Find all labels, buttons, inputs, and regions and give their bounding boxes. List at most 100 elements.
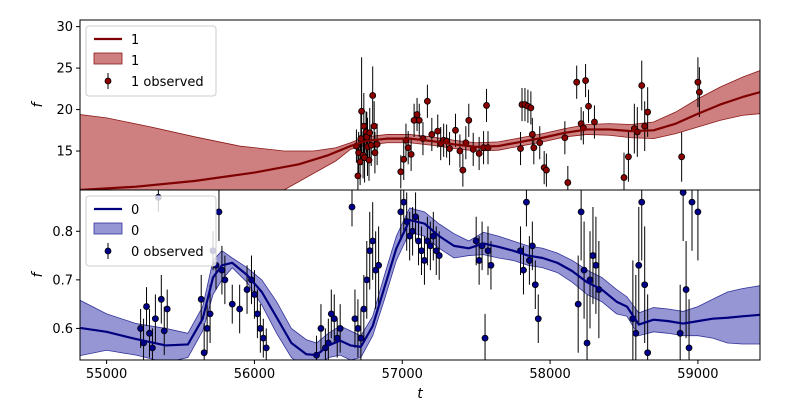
bottom-observed-point [327,310,335,318]
bottom-observed-point [487,261,495,269]
top-observed-point [367,141,375,149]
bottom-mean-line [80,219,760,357]
top-ytick-label: 30 [56,20,73,35]
bottom-observed-point [256,325,264,332]
top-observed-point [423,97,431,105]
top-observed-point [354,172,362,180]
bottom-observed-point [206,310,214,318]
top-mean-line [80,91,760,190]
top-observed-point [369,92,377,99]
bottom-observed-point [635,261,643,269]
bottom-observed-point [146,329,153,337]
bottom-observed-point [251,291,258,298]
top-observed-point [428,131,436,138]
bottom-observed-point [432,247,440,255]
bottom-observed-point [348,203,356,211]
top-observed-point [413,111,421,118]
top-observed-point [517,145,524,152]
bottom-observed-point [426,242,434,250]
bottom-observed-point [531,281,539,289]
bottom-legend: 0 0 0 observed [85,195,217,267]
top-observed-point [366,129,374,137]
top-observed-point [638,82,646,89]
top-observed-point [527,104,535,112]
top-observed-point [358,107,366,115]
bottom-observed-point [676,329,684,337]
bottom-observed-point [412,213,419,221]
top-observed-point [434,127,442,135]
top-observed-point [641,122,649,130]
bottom-observed-point [528,242,536,250]
top-observed-point [694,78,702,86]
bottom-legend-point-swatch [104,247,112,255]
top-observed-point [373,140,381,148]
bottom-observed-point [400,198,408,206]
top-observed-point [404,144,412,152]
top-observed-point [360,122,368,130]
bottom-observed-point [149,344,156,352]
bottom-observed-point [688,198,696,206]
bottom-observed-point [221,276,229,284]
bottom-observed-point [409,227,417,235]
top-observed-point [475,150,483,157]
top-observed-point [356,158,364,166]
top-observed-point [483,102,490,109]
top-legend-label: 1 [131,33,139,48]
bottom-observed-point [215,208,223,216]
bottom-observed-point [418,247,425,255]
top-observed-point [564,179,572,186]
bottom-axes-frame [79,189,761,361]
top-observed-point [582,77,589,84]
bottom-observed-point [366,247,374,255]
bottom-observed-point [577,208,585,216]
bottom-observed-point [236,305,244,313]
top-legend: 1 1 1 observed [85,25,217,97]
top-observed-point [446,145,453,152]
top-observed-point [591,118,598,126]
top-observed-point [542,166,550,174]
top-observed-point [620,174,628,181]
bottom-observed-point [363,276,371,284]
bottom-observed-point [679,190,687,196]
bottom-observed-point [523,198,530,206]
bottom-legend-box [85,195,217,267]
bottom-observed-point [580,266,588,274]
bottom-observed-point [157,295,165,303]
bottom-observed-point [641,281,649,289]
bottom-observed-point [163,305,171,313]
top-observed-point [415,116,423,124]
bottom-observed-point [644,349,652,357]
top-observed-point [400,155,408,163]
top-observed-point [678,153,686,161]
bottom-xtick-label: 58000 [529,367,570,382]
bottom-xtick-label: 56000 [234,367,275,382]
bottom-observed-point [484,247,492,255]
bottom-observed-point [354,325,362,332]
top-observed-point [452,126,459,134]
top-observed-point [357,135,365,142]
top-observed-point [585,102,592,110]
top-observed-point [536,139,544,147]
bottom-observed-point [638,198,646,206]
bottom-observed-point [520,266,527,274]
bottom-observed-point [423,237,431,245]
top-ytick-label: 15 [56,145,73,160]
bottom-observed-point [429,232,437,240]
bottom-observed-point [481,334,489,342]
bottom-observed-point [253,310,261,318]
top-observed-point [459,166,467,174]
top-legend-box [85,25,217,97]
bottom-observed-point [694,208,702,216]
bottom-observed-point [525,257,533,264]
bottom-observed-point [372,266,380,274]
bottom-ytick-label: 0.6 [52,322,73,337]
bottom-legend-band-swatch [93,222,123,235]
bottom-observed-point [472,237,480,245]
bottom-observed-point [357,334,365,342]
bottom-observed-point [574,300,582,308]
bottom-ytick-label: 0.8 [52,225,73,240]
bottom-xtick-label: 59000 [677,367,718,382]
top-observed-point [365,156,373,164]
bottom-observed-point [197,295,205,303]
